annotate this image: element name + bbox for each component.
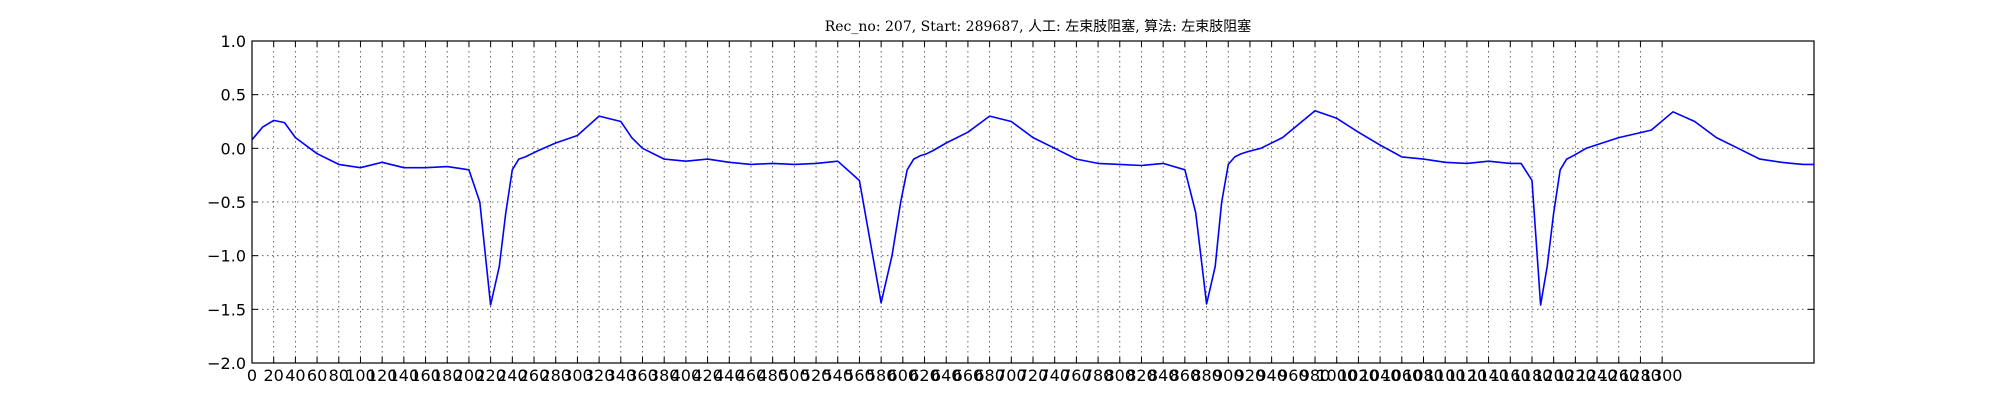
- x-tick-label: 580: [866, 366, 897, 385]
- x-tick-label: 1140: [1468, 366, 1509, 385]
- x-tick-label: 320: [584, 366, 615, 385]
- x-tick-label: 220: [475, 366, 506, 385]
- chart-title: Rec_no: 207, Start: 289687, 人工: 左束肢阻塞, 算…: [825, 18, 1252, 35]
- x-tick-label: 1060: [1381, 366, 1422, 385]
- x-tick-label: 340: [606, 366, 637, 385]
- x-tick-label: 540: [822, 366, 853, 385]
- x-tick-label: 1160: [1490, 366, 1531, 385]
- x-tick-label: 1180: [1512, 366, 1553, 385]
- x-tick-label: 560: [844, 366, 875, 385]
- x-tick-label: 1280: [1620, 366, 1661, 385]
- x-tick-label: 500: [779, 366, 810, 385]
- x-tick-label: 60: [307, 366, 327, 385]
- x-tick-label: 740: [1039, 366, 1070, 385]
- x-tick-label: 200: [454, 366, 485, 385]
- x-tick-label: 1080: [1403, 366, 1444, 385]
- plot-frame: [251, 40, 1815, 364]
- y-tick-label: 0.5: [221, 86, 246, 105]
- x-tick-label: 620: [909, 366, 940, 385]
- x-tick-label: 1120: [1447, 366, 1488, 385]
- x-tick-label: 1300: [1642, 366, 1683, 385]
- x-tick-label: 300: [562, 366, 593, 385]
- x-tick-label: 820: [1126, 366, 1157, 385]
- x-tick-label: 120: [367, 366, 398, 385]
- y-tick-label: −0.5: [207, 193, 246, 212]
- x-tick-label: 700: [996, 366, 1027, 385]
- y-tick-label: −1.0: [207, 247, 246, 266]
- y-tick-label: 0.0: [221, 139, 246, 158]
- x-tick-label: 920: [1235, 366, 1266, 385]
- x-tick-label: 520: [801, 366, 832, 385]
- x-tick-label: 1200: [1533, 366, 1574, 385]
- plot-area: [251, 110, 1814, 306]
- x-tick-label: 20: [264, 366, 284, 385]
- x-tick-label: 40: [285, 366, 305, 385]
- x-tick-label: 420: [692, 366, 723, 385]
- x-tick-label: 1000: [1316, 366, 1357, 385]
- x-tick-label: 400: [671, 366, 702, 385]
- x-tick-label: 1260: [1598, 366, 1639, 385]
- x-tick-label: 840: [1148, 366, 1179, 385]
- x-tick-label: 860: [1170, 366, 1201, 385]
- x-tick-label: 680: [974, 366, 1005, 385]
- x-tick-label: 1020: [1338, 366, 1379, 385]
- x-tick-label: 1040: [1360, 366, 1401, 385]
- x-tick-label: 240: [497, 366, 528, 385]
- y-tick-label: −1.5: [207, 300, 246, 319]
- x-tick-label: 640: [931, 366, 962, 385]
- x-tick-label: 980: [1300, 366, 1331, 385]
- x-tick-label: 440: [714, 366, 745, 385]
- x-tick-label: 960: [1278, 366, 1309, 385]
- x-tick-label: 600: [888, 366, 919, 385]
- x-tick-label: 380: [649, 366, 680, 385]
- grid-layer: [251, 40, 1814, 364]
- x-tick-label: 760: [1061, 366, 1092, 385]
- x-tick-label: 180: [432, 366, 463, 385]
- x-tick-label: 780: [1083, 366, 1114, 385]
- x-tick-label: 940: [1256, 366, 1287, 385]
- ecg-series-line: [251, 110, 1814, 306]
- axes: 1.00.50.0−0.5−1.0−1.5−2.00 20 40 60 80100120…: [207, 32, 1814, 385]
- x-tick-label: 900: [1213, 366, 1244, 385]
- x-tick-label: 1100: [1425, 366, 1466, 385]
- x-tick-label: 0: [247, 366, 257, 385]
- y-tick-label: −2.0: [207, 354, 246, 373]
- x-tick-label: 260: [519, 366, 550, 385]
- y-tick-label: 1.0: [221, 32, 246, 51]
- x-tick-label: 140: [389, 366, 420, 385]
- x-tick-label: 100: [345, 366, 376, 385]
- x-tick-label: 160: [410, 366, 441, 385]
- x-tick-label: 80: [329, 366, 349, 385]
- x-tick-label: 720: [1018, 366, 1049, 385]
- x-tick-label: 360: [627, 366, 658, 385]
- x-tick-label: 660: [953, 366, 984, 385]
- x-tick-label: 800: [1105, 366, 1136, 385]
- x-tick-label: 1220: [1555, 366, 1596, 385]
- x-tick-label: 1240: [1577, 366, 1618, 385]
- x-tick-label: 880: [1191, 366, 1222, 385]
- x-tick-label: 280: [540, 366, 571, 385]
- x-tick-label: 460: [736, 366, 767, 385]
- x-tick-label: 480: [757, 366, 788, 385]
